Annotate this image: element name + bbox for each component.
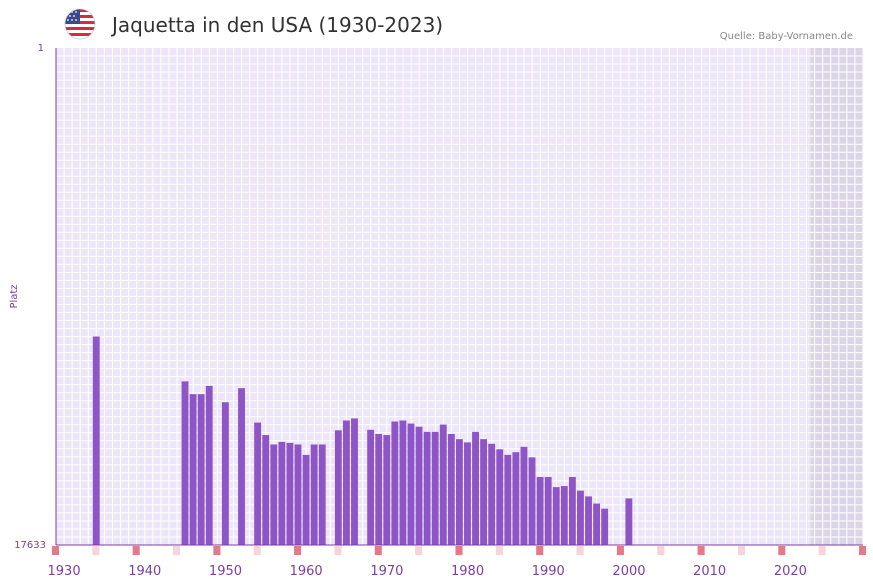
bar-1969[interactable] [375,433,383,545]
bar-1982[interactable] [480,439,488,545]
bar-1978[interactable] [447,433,455,545]
bar-1971[interactable] [391,421,399,545]
year-marker-2004 [657,546,665,555]
bar-1946[interactable] [189,394,197,545]
bar-1955[interactable] [262,435,270,545]
x-tick-1970: 1970 [370,564,403,579]
x-tick-1980: 1980 [451,564,484,579]
bar-1934[interactable] [92,336,100,545]
year-marker-1974 [415,546,423,555]
bar-1948[interactable] [205,385,213,545]
year-marker-1984 [495,546,503,555]
year-marker-1964 [334,546,342,555]
bar-1952[interactable] [238,388,245,545]
bar-1983[interactable] [488,443,496,545]
bar-1994[interactable] [577,490,584,545]
year-marker-2019 [778,546,786,555]
x-tick-1940: 1940 [128,564,161,579]
bar-1958[interactable] [286,442,294,545]
year-marker-1939 [132,546,140,555]
bar-1991[interactable] [552,487,560,545]
bar-1988[interactable] [528,457,536,545]
bar-1986[interactable] [512,452,520,545]
bar-1956[interactable] [270,444,278,545]
y-tick-bottom: 17633 [14,540,46,551]
bar-1980[interactable] [464,442,471,545]
bar-1961[interactable] [310,444,318,545]
bar-1970[interactable] [383,435,391,545]
x-tick-2010: 2010 [693,564,726,579]
bar-1972[interactable] [399,420,407,545]
bar-1987[interactable] [520,446,528,545]
bar-1957[interactable] [278,441,286,545]
bar-1979[interactable] [455,439,463,545]
bar-1965[interactable] [342,420,350,545]
bar-1968[interactable] [367,429,375,545]
bar-1976[interactable] [431,431,439,545]
bar-1947[interactable] [197,394,205,545]
bar-1990[interactable] [544,477,552,545]
bar-2000[interactable] [625,498,633,545]
bar-1989[interactable] [536,477,544,545]
y-axis-label: Platz [9,284,20,308]
year-marker-1929 [51,546,60,555]
bar-1959[interactable] [294,444,302,545]
year-marker-1979 [455,546,463,555]
bar-1996[interactable] [593,503,601,545]
bar-1966[interactable] [351,418,358,545]
bar-1964[interactable] [334,430,342,545]
bar-1995[interactable] [585,496,592,545]
bar-1977[interactable] [439,424,447,545]
bar-1975[interactable] [423,431,431,545]
year-marker-1934 [92,546,100,555]
year-marker-1944 [173,546,181,555]
bar-1974[interactable] [415,426,423,545]
x-tick-1930: 1930 [48,564,81,579]
bar-1962[interactable] [318,444,326,545]
bar-1997[interactable] [601,508,609,545]
bar-1960[interactable] [302,454,310,545]
year-marker-1954 [253,546,261,555]
bar-1984[interactable] [496,449,504,545]
year-marker-2009 [697,546,705,555]
bar-1954[interactable] [254,422,262,545]
year-marker-1994 [576,546,584,555]
bar-1981[interactable] [472,431,479,545]
year-marker-2029 [858,546,867,555]
year-marker-2024 [818,546,826,555]
year-marker-1959 [294,546,302,555]
year-marker-1989 [536,546,544,555]
bar-1985[interactable] [504,454,512,545]
bar-1992[interactable] [560,486,568,545]
x-tick-2000: 2000 [612,564,645,579]
y-tick-top: 1 [38,43,44,54]
year-marker-2014 [737,546,745,555]
bar-1993[interactable] [568,477,576,545]
x-tick-1990: 1990 [532,564,565,579]
bar-1950[interactable] [221,402,229,545]
source-label: Quelle: Baby-Vornamen.de [719,31,853,42]
x-tick-2020: 2020 [774,564,807,579]
year-marker-1949 [213,546,221,555]
year-marker-1999 [616,546,624,555]
x-tick-1950: 1950 [209,564,242,579]
year-marker-1969 [374,546,382,555]
chart-title: Jaquetta in den USA (1930-2023) [112,13,444,37]
bar-1973[interactable] [407,423,415,545]
x-tick-1960: 1960 [290,564,323,579]
bar-1945[interactable] [181,381,189,545]
us-flag-icon [64,8,96,40]
